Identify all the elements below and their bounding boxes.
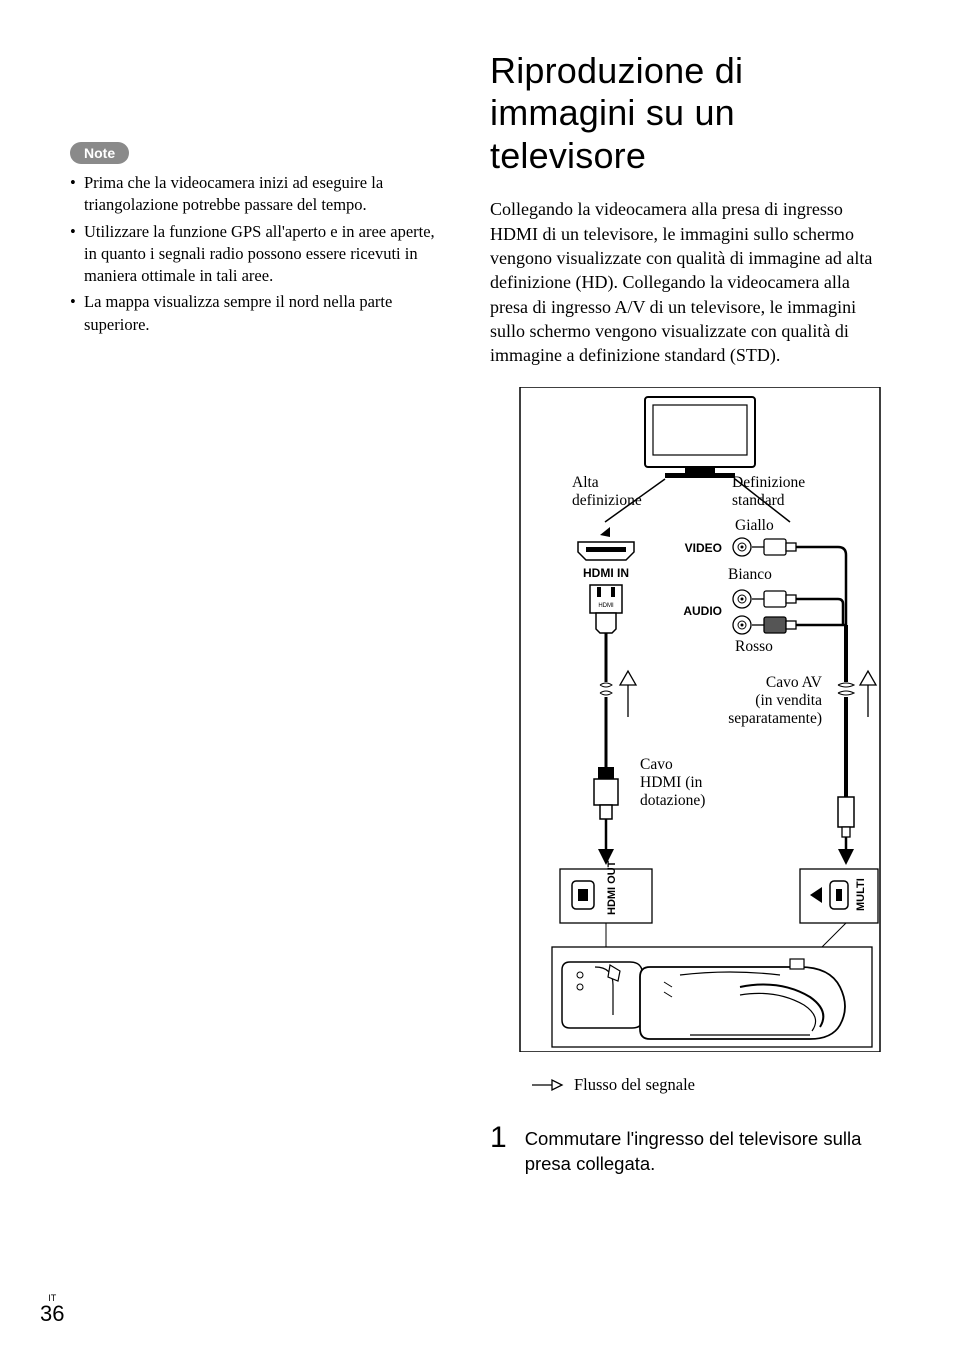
label-multi: MULTI: [855, 879, 867, 912]
step-text: Commutare l'ingresso del televisore sull…: [525, 1123, 890, 1176]
page-title: Riproduzione di immagini su un televisor…: [490, 50, 890, 177]
svg-text:HDMI: HDMI: [598, 603, 614, 609]
label-audio: AUDIO: [683, 604, 722, 618]
label-hdmi-out: HDMI OUT: [606, 861, 618, 916]
note-list: Prima che la videocamera inizi ad esegui…: [70, 172, 450, 336]
label-video: VIDEO: [685, 541, 722, 555]
signal-flow-arrow-icon: [620, 671, 636, 717]
hdmi-in-port: HDMI IN HDMI: [578, 527, 634, 865]
signal-flow-arrow-icon: [530, 1078, 564, 1092]
label-rosso: Rosso: [735, 638, 773, 655]
footer-page-number: 36: [40, 1303, 64, 1325]
label-giallo: Giallo: [735, 517, 774, 534]
note-badge: Note: [70, 142, 129, 164]
label-cavo-av: Cavo AV(in venditaseparatamente): [728, 674, 823, 727]
multi-port: MULTI: [800, 869, 878, 959]
note-item: La mappa visualizza sempre il nord nella…: [70, 291, 450, 336]
page-footer: IT 36: [40, 1294, 64, 1325]
label-alta-definizione: Altadefinizione: [572, 474, 642, 509]
label-bianco: Bianco: [728, 566, 772, 583]
left-column: Note Prima che la videocamera inizi ad e…: [70, 50, 450, 1176]
signal-flow-legend: Flusso del segnale: [530, 1075, 890, 1095]
label-hdmi-in: HDMI IN: [583, 566, 629, 580]
connection-diagram: Altadefinizione Definizionestandard HDMI…: [490, 387, 890, 1052]
note-item: Utilizzare la funzione GPS all'aperto e …: [70, 221, 450, 288]
signal-flow-arrow-icon: [860, 671, 876, 717]
video-jack: VIDEO: [685, 538, 838, 556]
step-number: 1: [490, 1123, 507, 1153]
right-column: Riproduzione di immagini su un televisor…: [490, 50, 890, 1176]
note-item: Prima che la videocamera inizi ad esegui…: [70, 172, 450, 217]
legend-text: Flusso del segnale: [574, 1075, 695, 1095]
tv-icon: [645, 397, 755, 478]
label-definizione-standard: Definizionestandard: [732, 474, 805, 509]
hdmi-out-port: HDMI OUT: [560, 861, 652, 948]
camcorder-icon: [552, 947, 872, 1047]
audio-white-jack: [733, 590, 838, 608]
audio-red-jack: [733, 616, 838, 634]
label-cavo-hdmi: CavoHDMI (indotazione): [640, 756, 705, 809]
intro-paragraph: Collegando la videocamera alla presa di …: [490, 197, 890, 367]
step-1: 1 Commutare l'ingresso del televisore su…: [490, 1123, 890, 1176]
